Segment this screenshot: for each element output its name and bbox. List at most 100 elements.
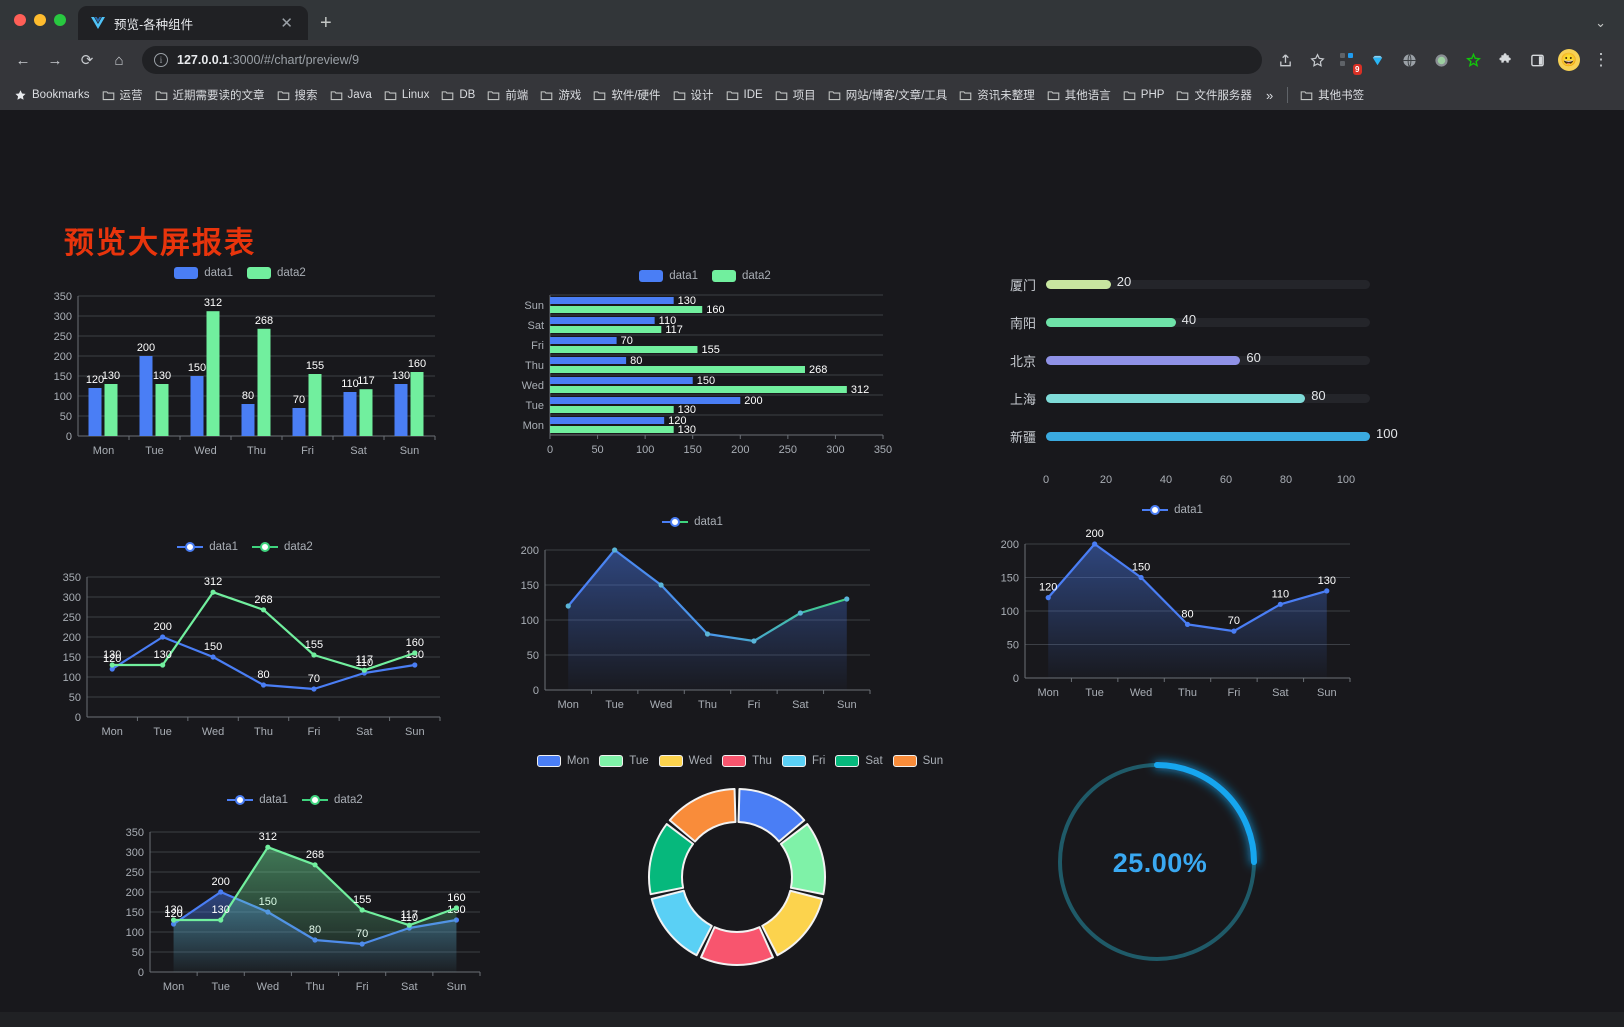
legend-item-data1[interactable]: data1 [1142, 504, 1203, 516]
bookmarks-root[interactable]: Bookmarks [8, 86, 96, 105]
address-bar-url: 127.0.0.1:3000/#/chart/preview/9 [177, 53, 359, 67]
bookmark-folder-games[interactable]: 游戏 [534, 84, 587, 106]
legend-item-data1[interactable]: data1 [174, 267, 233, 279]
close-window-button[interactable] [14, 14, 26, 26]
svg-text:50: 50 [69, 692, 81, 704]
legend-item-data2[interactable]: data2 [712, 270, 771, 282]
legend-item-data2[interactable]: data2 [252, 541, 313, 553]
bookmark-folder-search[interactable]: 搜索 [271, 84, 324, 106]
bookmark-folder-other-languages[interactable]: 其他语言 [1041, 84, 1117, 106]
city-progress-row[interactable]: 新疆 100 [990, 417, 1398, 455]
legend-item-sun[interactable]: Sun [892, 755, 943, 767]
legend-item-data2[interactable]: data2 [302, 794, 363, 806]
other-bookmarks-folder[interactable]: 其他书签 [1294, 84, 1370, 106]
legend-item-sat[interactable]: Sat [835, 755, 883, 767]
svg-text:300: 300 [826, 444, 844, 456]
share-icon[interactable] [1270, 45, 1300, 75]
svg-text:100: 100 [1001, 606, 1019, 618]
maximize-window-button[interactable] [54, 14, 66, 26]
legend-label: Fri [811, 755, 826, 767]
folder-icon [441, 89, 454, 102]
legend-item-data2[interactable]: data2 [247, 267, 306, 279]
legend-item-data1[interactable]: data1 [662, 516, 723, 528]
chart-area-single[interactable]: data1 0 50 100 150 200 Mon Tue Wed Thu Fri Sat Sun 1… [975, 498, 1370, 710]
extensions-badge-icon[interactable]: 9 [1334, 47, 1362, 75]
bookmark-label: Linux [401, 89, 430, 101]
globe-extension-icon[interactable] [1394, 45, 1424, 75]
svg-text:117: 117 [357, 375, 375, 387]
bookmark-folder-frontend[interactable]: 前端 [481, 84, 534, 106]
bookmark-folder-unsorted-news[interactable]: 资讯未整理 [953, 84, 1041, 106]
bookmark-folder-ide[interactable]: IDE [720, 86, 769, 105]
address-bar[interactable]: i 127.0.0.1:3000/#/chart/preview/9 [142, 46, 1262, 74]
chart-city-progress[interactable]: 厦门 20 南阳 40 北京 60 上海 80 新疆 100 0 20 40 60 80 100 [990, 265, 1398, 500]
legend-item-data1[interactable]: data1 [227, 794, 288, 806]
city-progress-row[interactable]: 厦门 20 [990, 265, 1370, 303]
bookmark-folder-linux[interactable]: Linux [378, 86, 436, 105]
site-info-icon[interactable]: i [154, 53, 168, 67]
bookmarks-overflow-button[interactable]: » [1265, 87, 1274, 103]
svg-text:200: 200 [521, 545, 539, 557]
home-button[interactable]: ⌂ [114, 51, 124, 69]
city-progress-row[interactable]: 北京 60 [990, 341, 1370, 379]
new-tab-button[interactable]: + [320, 11, 332, 34]
svg-text:130: 130 [678, 424, 696, 436]
svg-text:Sun: Sun [837, 699, 857, 711]
chart-vertical-bar[interactable]: data1 data2 0 50 100 150 200 250 300 350 Mon 120 1… [30, 262, 450, 477]
svg-text:200: 200 [63, 632, 81, 644]
back-button[interactable]: ← [15, 51, 31, 69]
bookmark-folder-db[interactable]: DB [435, 86, 481, 105]
bookmark-folder-yunying[interactable]: 运营 [96, 84, 149, 106]
svg-text:Wed: Wed [194, 445, 216, 457]
legend-item-tue[interactable]: Tue [599, 755, 649, 767]
svg-text:110: 110 [401, 912, 419, 924]
legend-item-fri[interactable]: Fri [781, 755, 826, 767]
svg-text:117: 117 [356, 654, 374, 666]
svg-text:160: 160 [447, 892, 465, 904]
puzzle-extensions-icon[interactable] [1490, 45, 1520, 75]
svg-text:Sat: Sat [1272, 687, 1289, 699]
close-tab-icon[interactable]: ✕ [280, 14, 293, 32]
svg-text:Tue: Tue [153, 726, 172, 738]
profile-avatar[interactable]: 😀 [1554, 45, 1584, 75]
chart-horizontal-bar[interactable]: data1 data2 0 50 100 150 200 250 300 350 Sun 130 1… [505, 265, 905, 480]
svg-text:Thu: Thu [525, 360, 544, 372]
diamond-extension-icon[interactable] [1362, 45, 1392, 75]
svg-text:155: 155 [353, 894, 371, 906]
chart-line-gradient[interactable]: data1 0 50 100 150 200 Mon Tue Wed Thu Fri Sat Sun [495, 510, 890, 722]
bookmark-folder-software-hardware[interactable]: 软件/硬件 [587, 84, 666, 106]
bookmark-folder-recent-articles[interactable]: 近期需要读的文章 [149, 84, 271, 106]
svg-text:20: 20 [1100, 474, 1112, 486]
window-controls[interactable] [10, 0, 78, 40]
minimize-window-button[interactable] [34, 14, 46, 26]
bookmark-folder-file-server[interactable]: 文件服务器 [1170, 84, 1258, 106]
tab-search-chevron-down-icon[interactable]: ⌄ [1595, 15, 1606, 30]
side-panel-icon[interactable] [1522, 45, 1552, 75]
reload-button[interactable]: ⟳ [80, 52, 94, 69]
url-path: :3000/#/chart/preview/9 [229, 53, 360, 67]
chart-gauge[interactable]: 25.00% [1040, 740, 1280, 990]
legend-item-thu[interactable]: Thu [722, 755, 772, 767]
svg-text:300: 300 [126, 847, 144, 859]
legend-item-mon[interactable]: Mon [536, 755, 589, 767]
bookmark-star-icon[interactable] [1302, 45, 1332, 75]
bookmark-folder-websites[interactable]: 网站/博客/文章/工具 [822, 84, 954, 106]
svg-text:120: 120 [103, 653, 121, 665]
legend-item-data1[interactable]: data1 [639, 270, 698, 282]
chart-donut[interactable]: Mon Tue Wed Thu Fri Sat Sun [536, 750, 943, 1000]
chart-area-two-series[interactable]: data1 data2 0 50 100 150 200 250 300 350 Mon Tue W… [95, 788, 495, 1000]
legend-item-data1[interactable]: data1 [177, 541, 238, 553]
bookmark-folder-project[interactable]: 项目 [769, 84, 822, 106]
bookmark-folder-php[interactable]: PHP [1117, 86, 1171, 105]
bookmark-folder-design[interactable]: 设计 [667, 84, 720, 106]
city-progress-row[interactable]: 上海 80 [990, 379, 1370, 417]
forward-button[interactable]: → [47, 51, 63, 69]
chart-line-two-series[interactable]: data1 data2 0 50 100 150 200 250 300 350 Mon Tue W… [35, 535, 455, 750]
city-progress-row[interactable]: 南阳 40 [990, 303, 1370, 341]
browser-tab[interactable]: 预览-各种组件 ✕ [78, 6, 308, 40]
legend-item-wed[interactable]: Wed [658, 755, 712, 767]
circle-extension-icon[interactable] [1426, 45, 1456, 75]
chrome-menu-icon[interactable]: ⋮ [1592, 50, 1610, 69]
star-extension-icon[interactable] [1458, 45, 1488, 75]
bookmark-folder-java[interactable]: Java [324, 86, 378, 105]
